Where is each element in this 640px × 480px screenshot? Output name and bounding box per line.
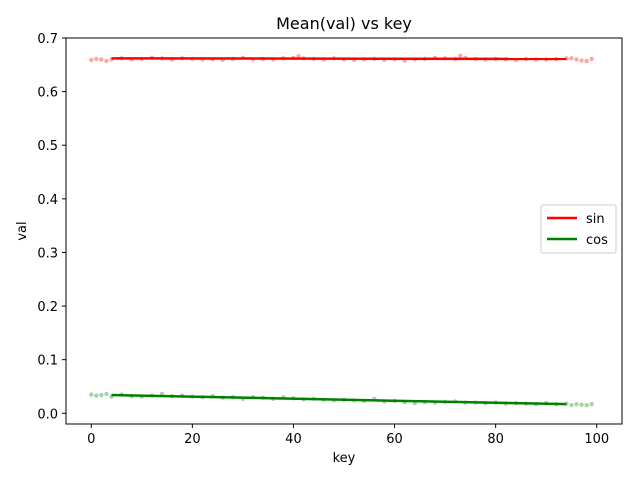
y-tick-label: 0.2: [37, 300, 58, 315]
data-point-sin: [569, 56, 574, 61]
x-tick-label: 60: [386, 432, 403, 447]
data-point-cos: [99, 392, 104, 398]
data-point-cos: [569, 403, 574, 408]
y-axis: 0.0 0.1 0.2 0.3 0.4 0.5 0.6 0.7: [37, 32, 66, 422]
data-point-sin: [579, 58, 584, 63]
x-tick-label: 40: [285, 432, 302, 447]
data-point-sin: [99, 57, 104, 62]
legend-label-cos: cos: [586, 233, 608, 248]
y-tick-label: 0.6: [37, 86, 58, 101]
y-tick-label: 0.3: [37, 246, 58, 261]
axes-frame: [65, 37, 623, 425]
plot-area: [89, 53, 594, 408]
x-tick-label: 0: [87, 432, 95, 447]
y-axis-label: val: [15, 221, 30, 240]
data-point-sin: [458, 53, 463, 58]
data-point-cos: [589, 401, 594, 407]
x-tick-label: 80: [487, 432, 504, 447]
y-tick-label: 0.1: [37, 354, 58, 369]
legend-label-sin: sin: [586, 212, 605, 227]
x-axis: 0 20 40 60 80 100: [87, 424, 609, 447]
data-point-cos: [104, 391, 109, 397]
data-point-cos: [94, 393, 99, 398]
data-point-cos: [584, 403, 589, 408]
data-point-sin: [584, 58, 589, 64]
data-point-sin: [89, 57, 94, 63]
y-tick-label: 0.4: [37, 193, 58, 208]
y-tick-label: 0.0: [37, 407, 58, 422]
data-point-cos: [579, 402, 584, 407]
data-point-sin: [296, 54, 301, 59]
chart-title: Mean(val) vs key: [276, 14, 412, 33]
series-line-cos: [111, 393, 567, 406]
y-tick-label: 0.5: [37, 139, 58, 154]
legend: sin cos: [540, 204, 617, 254]
x-axis-label: key: [333, 451, 356, 466]
x-tick-label: 20: [184, 432, 201, 447]
series-cos: [89, 391, 594, 408]
series-sin: [89, 53, 594, 64]
data-point-cos: [574, 401, 579, 407]
x-tick-label: 100: [584, 432, 609, 447]
data-point-sin: [104, 58, 109, 64]
data-point-sin: [574, 57, 579, 62]
y-tick-label: 0.7: [37, 32, 58, 47]
data-point-sin: [94, 56, 99, 62]
data-point-sin: [589, 56, 594, 62]
series-line-sin: [111, 57, 567, 61]
data-point-cos: [89, 392, 94, 397]
